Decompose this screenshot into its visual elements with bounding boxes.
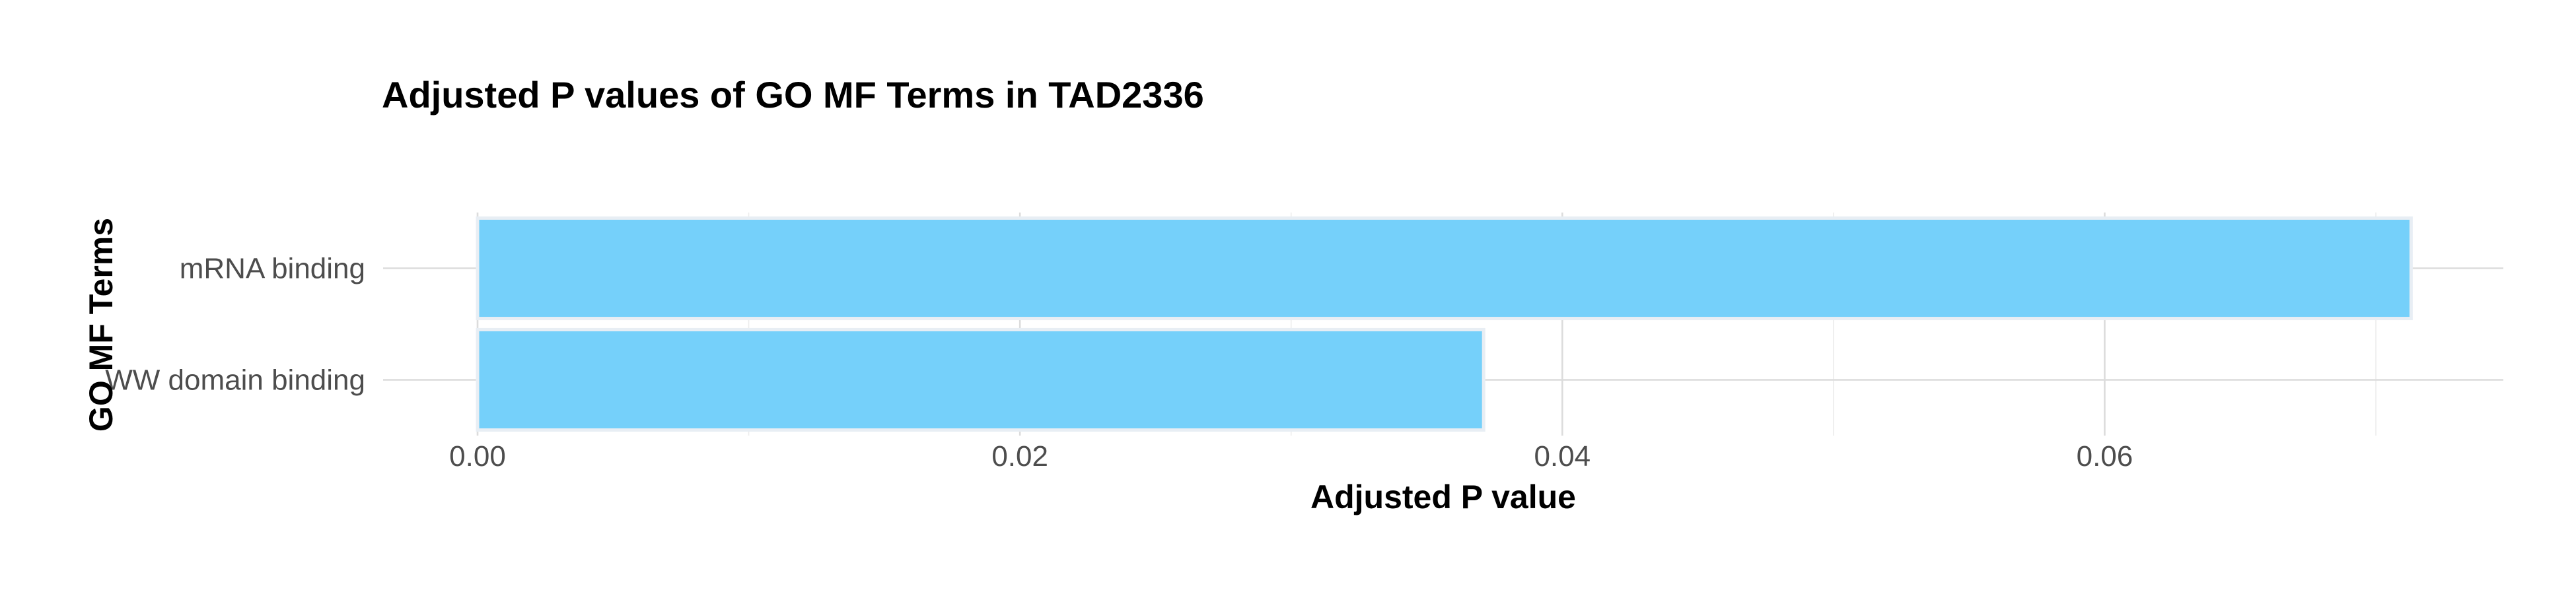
bar-mrna-binding (476, 216, 2413, 321)
y-axis-title: GO MF Terms (83, 218, 120, 432)
x-axis-title: Adjusted P value (1310, 478, 1576, 515)
y-tick-label: WW domain binding (105, 364, 365, 397)
tick-layer: mRNA binding WW domain binding 0.00 0.02 0.0… (105, 253, 2133, 473)
x-tick-label: 0.06 (2077, 440, 2133, 473)
y-tick-label: mRNA binding (180, 253, 365, 285)
bar-layer (476, 216, 2413, 432)
chart-title: Adjusted P values of GO MF Terms in TAD2… (382, 74, 1204, 116)
x-tick-label: 0.04 (1534, 440, 1591, 473)
x-tick-label: 0.00 (449, 440, 506, 473)
x-tick-label: 0.02 (991, 440, 1048, 473)
bar-ww-domain-binding (476, 327, 1485, 432)
